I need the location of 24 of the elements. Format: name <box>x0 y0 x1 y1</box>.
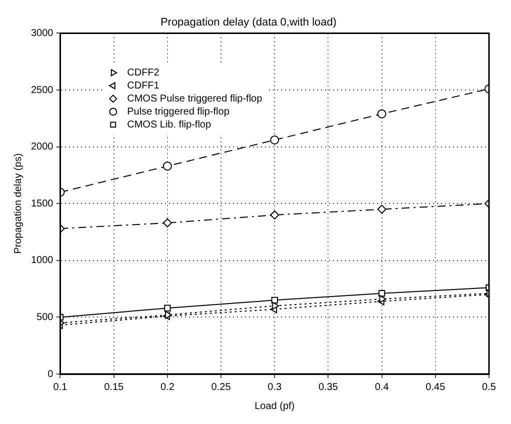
x-tick-label: 0.4 <box>374 382 390 393</box>
x-tick-label: 0.15 <box>104 382 124 393</box>
y-tick-label: 3000 <box>30 28 54 39</box>
legend-label: CMOS Lib. flip-flop <box>127 119 212 130</box>
x-tick-label: 0.2 <box>160 382 175 393</box>
legend-label: CMOS Pulse triggered flip-flop <box>127 93 263 104</box>
x-tick-label: 0.1 <box>53 382 68 393</box>
y-tick-label: 1000 <box>30 255 54 266</box>
x-tick-label: 0.5 <box>482 382 496 393</box>
x-axis-title: Load (pf) <box>254 400 295 412</box>
y-tick-label: 0 <box>48 368 54 380</box>
y-tick-label: 2500 <box>30 84 54 96</box>
x-tick-label: 0.25 <box>211 382 232 393</box>
y-tick-label: 500 <box>36 312 54 323</box>
y-tick-label: 2000 <box>30 142 54 153</box>
y-tick-label: 1500 <box>30 198 54 210</box>
y-axis-title: Propagation delay (ps) <box>12 153 24 254</box>
legend-label: Pulse triggered flip-flop <box>127 106 230 118</box>
legend-label: CDFF2 <box>127 67 160 78</box>
legend-label: CDFF1 <box>127 80 160 92</box>
x-tick-label: 0.3 <box>268 382 282 393</box>
chart-title: Propagation delay (data 0,with load) <box>160 16 337 29</box>
x-tick-label: 0.45 <box>426 382 446 393</box>
x-tick-label: 0.35 <box>318 382 338 393</box>
